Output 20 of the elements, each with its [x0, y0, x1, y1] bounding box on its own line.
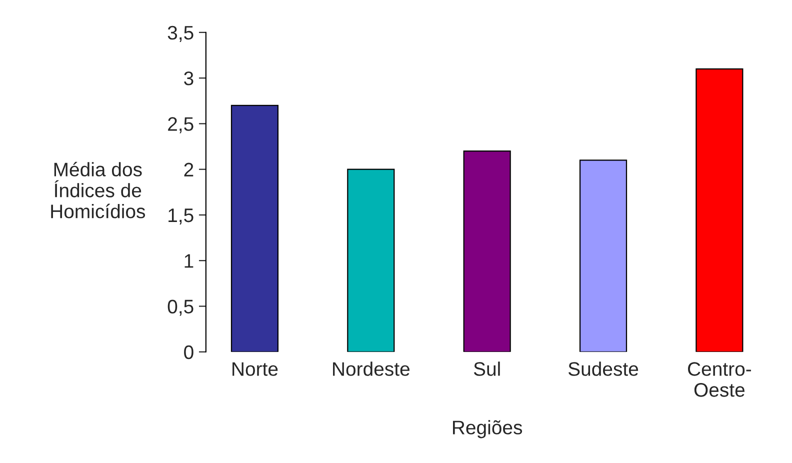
y-tick-label: 3,5	[168, 26, 194, 42]
x-tick-label: Nordeste	[333, 362, 410, 376]
y-tick-label: 0	[184, 345, 194, 360]
x-tick-label: Norte	[232, 362, 278, 376]
x-tick-label: Sul	[474, 362, 500, 376]
y-tick-label: 3	[184, 72, 194, 86]
y-tick-label: 1,5	[168, 208, 194, 224]
bar	[696, 68, 744, 352]
y-tick-label: 2,5	[168, 117, 194, 134]
y-tick-label: 2	[184, 162, 194, 176]
x-tick-label: Centro- Oeste	[688, 362, 751, 397]
y-tick-label: 1	[184, 254, 194, 268]
bar	[230, 104, 279, 352]
bar	[347, 168, 395, 352]
y-axis-title: Média dos Índices de Homicídios	[51, 162, 146, 218]
y-tick-label: 0,5	[168, 300, 194, 316]
bar	[463, 150, 511, 352]
x-tick-label: Sudeste	[568, 362, 638, 376]
bar	[579, 160, 628, 352]
x-axis-title: Regiões	[453, 420, 522, 438]
